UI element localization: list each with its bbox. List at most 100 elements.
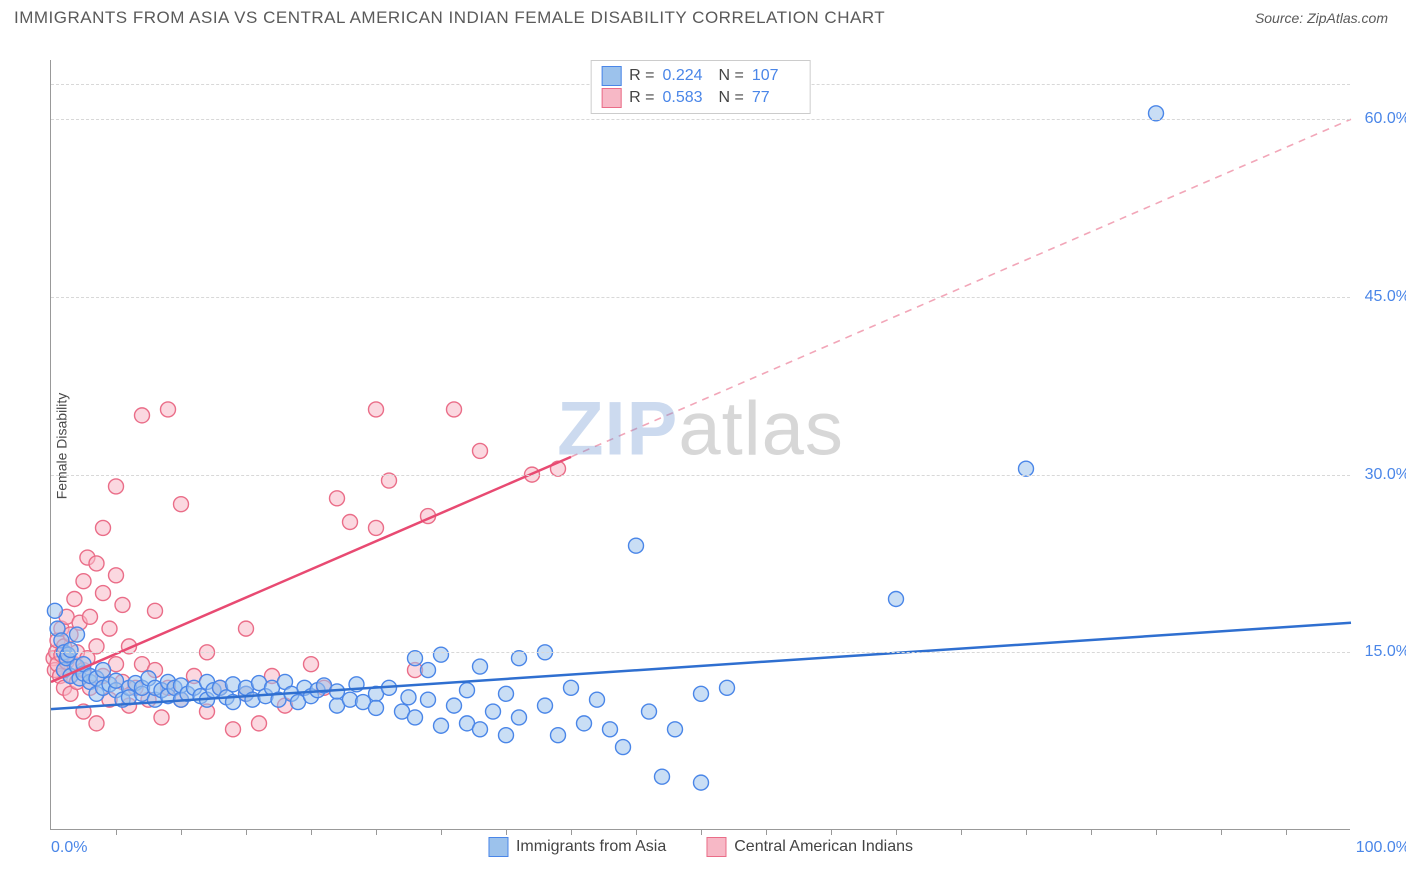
- data-point: [421, 692, 436, 707]
- n-value-blue: 107: [752, 67, 800, 85]
- data-point: [499, 728, 514, 743]
- n-value-pink: 77: [752, 89, 800, 107]
- data-point: [89, 716, 104, 731]
- data-point: [889, 592, 904, 607]
- n-label-blue: N =: [719, 67, 744, 85]
- source-prefix: Source:: [1255, 10, 1307, 26]
- series-legend: Immigrants from Asia Central American In…: [488, 837, 913, 857]
- trend-line: [51, 457, 571, 682]
- legend-label-pink: Central American Indians: [734, 838, 913, 856]
- r-value-pink: 0.583: [663, 89, 711, 107]
- xtick-minor: [376, 829, 377, 835]
- source-name: ZipAtlas.com: [1307, 10, 1388, 26]
- stats-row-pink: R = 0.583 N = 77: [601, 87, 800, 109]
- xtick-minor: [1221, 829, 1222, 835]
- data-point: [447, 698, 462, 713]
- xtick-minor: [116, 829, 117, 835]
- data-point: [473, 443, 488, 458]
- data-point: [96, 586, 111, 601]
- data-point: [304, 657, 319, 672]
- gridline: [51, 297, 1350, 298]
- data-point: [551, 728, 566, 743]
- data-point: [83, 609, 98, 624]
- xtick-minor: [571, 829, 572, 835]
- data-point: [421, 663, 436, 678]
- xtick-minor: [1286, 829, 1287, 835]
- data-point: [447, 402, 462, 417]
- data-point: [252, 716, 267, 731]
- chart-title: IMMIGRANTS FROM ASIA VS CENTRAL AMERICAN…: [14, 8, 885, 28]
- xtick-minor: [896, 829, 897, 835]
- plot-wrap: ZIPatlas R = 0.224 N = 107 R = 0.583 N =…: [50, 60, 1350, 830]
- xtick-minor: [961, 829, 962, 835]
- data-point: [369, 402, 384, 417]
- xtick-minor: [1026, 829, 1027, 835]
- xtick-min: 0.0%: [51, 839, 87, 857]
- xtick-minor: [181, 829, 182, 835]
- xtick-minor: [766, 829, 767, 835]
- data-point: [486, 704, 501, 719]
- data-point: [76, 574, 91, 589]
- data-point: [47, 603, 62, 618]
- data-point: [369, 520, 384, 535]
- data-point: [109, 568, 124, 583]
- data-point: [564, 680, 579, 695]
- data-point: [161, 402, 176, 417]
- data-point: [135, 408, 150, 423]
- data-point: [70, 627, 85, 642]
- stats-legend: R = 0.224 N = 107 R = 0.583 N = 77: [590, 60, 811, 114]
- xtick-minor: [311, 829, 312, 835]
- data-point: [460, 683, 475, 698]
- data-point: [96, 520, 111, 535]
- legend-item-blue: Immigrants from Asia: [488, 837, 666, 857]
- r-label-blue: R =: [629, 67, 654, 85]
- data-point: [102, 621, 117, 636]
- r-label-pink: R =: [629, 89, 654, 107]
- source-label: Source: ZipAtlas.com: [1255, 10, 1388, 26]
- swatch-blue-icon: [488, 837, 508, 857]
- r-value-blue: 0.224: [663, 67, 711, 85]
- data-point: [616, 740, 631, 755]
- data-point: [642, 704, 657, 719]
- data-point: [343, 515, 358, 530]
- data-point: [577, 716, 592, 731]
- data-point: [512, 710, 527, 725]
- ytick-label: 30.0%: [1365, 466, 1406, 484]
- data-point: [434, 718, 449, 733]
- gridline: [51, 475, 1350, 476]
- xtick-minor: [1156, 829, 1157, 835]
- data-point: [694, 686, 709, 701]
- data-point: [473, 722, 488, 737]
- data-point: [115, 597, 130, 612]
- data-point: [239, 621, 254, 636]
- swatch-blue: [601, 66, 621, 86]
- data-point: [148, 603, 163, 618]
- data-point: [369, 700, 384, 715]
- data-point: [499, 686, 514, 701]
- n-label-pink: N =: [719, 89, 744, 107]
- xtick-minor: [1091, 829, 1092, 835]
- gridline: [51, 119, 1350, 120]
- data-point: [330, 491, 345, 506]
- trend-line: [571, 119, 1351, 457]
- stats-row-blue: R = 0.224 N = 107: [601, 65, 800, 87]
- data-point: [694, 775, 709, 790]
- data-point: [67, 592, 82, 607]
- chart-svg: [51, 60, 1351, 830]
- ytick-label: 60.0%: [1365, 110, 1406, 128]
- xtick-minor: [246, 829, 247, 835]
- data-point: [538, 698, 553, 713]
- data-point: [89, 556, 104, 571]
- data-point: [473, 659, 488, 674]
- data-point: [590, 692, 605, 707]
- xtick-minor: [636, 829, 637, 835]
- data-point: [629, 538, 644, 553]
- xtick-minor: [701, 829, 702, 835]
- xtick-max: 100.0%: [1356, 839, 1406, 857]
- data-point: [63, 642, 78, 657]
- title-bar: IMMIGRANTS FROM ASIA VS CENTRAL AMERICAN…: [0, 0, 1406, 32]
- xtick-minor: [441, 829, 442, 835]
- ytick-label: 15.0%: [1365, 643, 1406, 661]
- data-point: [96, 663, 111, 678]
- legend-label-blue: Immigrants from Asia: [516, 838, 666, 856]
